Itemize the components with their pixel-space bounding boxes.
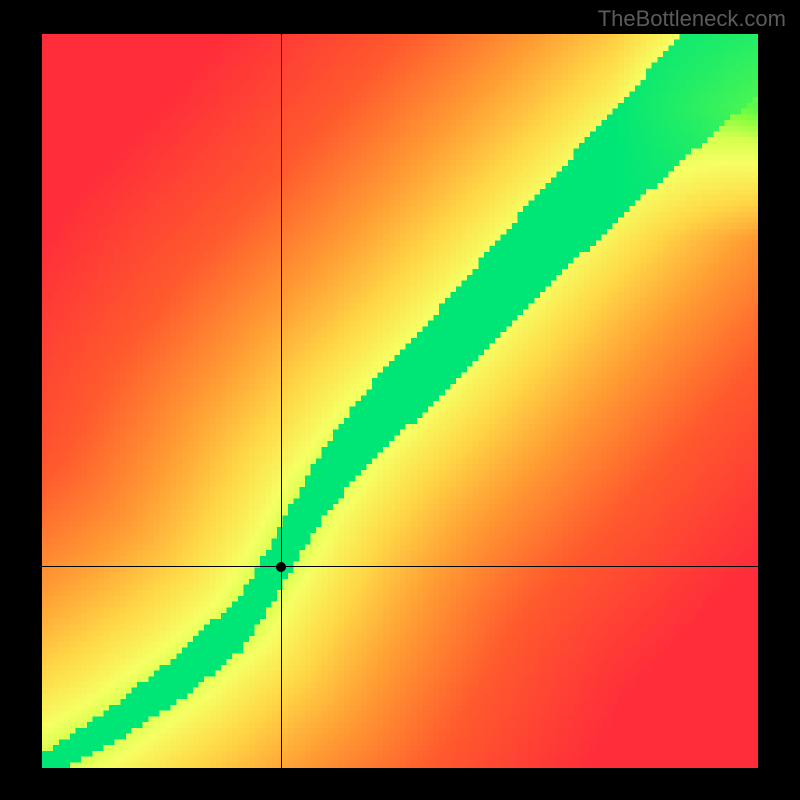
crosshair-horizontal — [42, 566, 758, 567]
crosshair-vertical — [281, 34, 282, 768]
chart-container: TheBottleneck.com — [0, 0, 800, 800]
watermark-text: TheBottleneck.com — [598, 6, 786, 32]
heatmap-canvas — [42, 34, 758, 768]
crosshair-marker — [276, 562, 286, 572]
